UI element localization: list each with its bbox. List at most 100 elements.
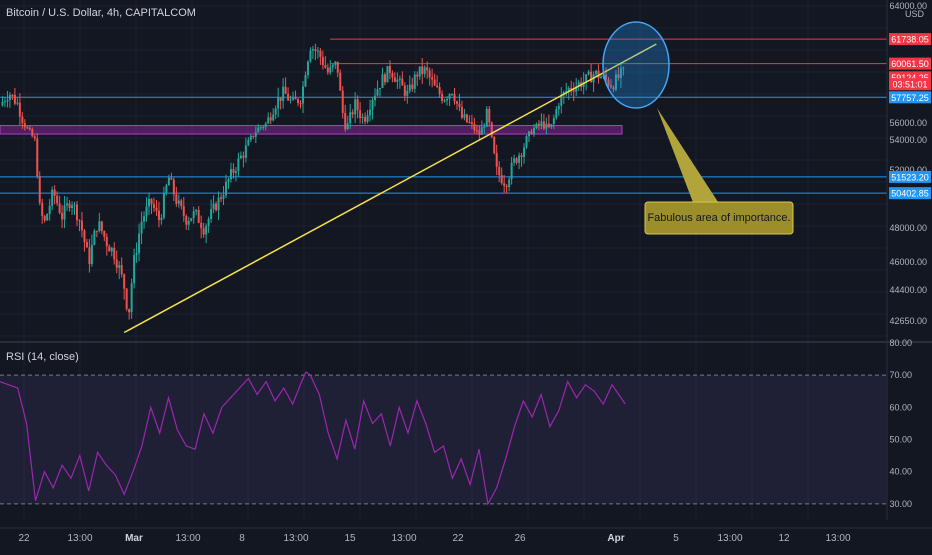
price-label-tag	[889, 170, 931, 183]
time-tick-label: 13:00	[175, 533, 200, 544]
candle-body	[446, 99, 449, 101]
candle-body	[393, 77, 396, 82]
candle-body	[515, 158, 518, 163]
price-tick-label: 54000.00	[889, 135, 927, 145]
candle-body	[33, 136, 36, 139]
candle-body	[289, 99, 292, 101]
candle-body	[523, 147, 526, 157]
candle-body	[490, 122, 493, 137]
candle-body	[83, 230, 86, 243]
candle-body	[361, 116, 364, 118]
time-tick-label: 26	[514, 533, 526, 544]
candle-body	[80, 220, 83, 231]
candle-body	[242, 155, 245, 158]
candle-body	[411, 84, 414, 89]
callout-text: Fabulous area of importance.	[647, 212, 790, 224]
candle-body	[225, 181, 228, 196]
candle-body	[311, 49, 314, 51]
price-tick-label: 48000.00	[889, 223, 927, 233]
time-tick-label: 13:00	[825, 533, 850, 544]
candle-body	[152, 204, 155, 208]
candle-body	[537, 123, 540, 126]
rsi-tick-label: 50.00	[889, 435, 912, 445]
candle-body	[105, 236, 108, 247]
candle-body	[103, 231, 106, 237]
candle-body	[336, 61, 339, 73]
candle-body	[118, 265, 121, 268]
candle-body	[413, 74, 416, 89]
candle-body	[617, 74, 620, 78]
rsi-tick-label: 70.00	[889, 370, 912, 380]
candle-body	[607, 79, 610, 86]
candle-body	[428, 70, 431, 78]
candle-body	[366, 115, 369, 122]
candle-body	[364, 116, 367, 122]
candle-body	[148, 198, 151, 207]
candle-body	[520, 155, 523, 157]
candle-body	[510, 162, 513, 180]
candle-body	[85, 242, 88, 248]
candle-body	[197, 210, 200, 223]
candle-body	[398, 78, 401, 80]
candle-body	[587, 71, 590, 75]
candle-body	[495, 153, 498, 167]
candle-body	[513, 158, 516, 163]
price-label-tag	[889, 78, 931, 91]
candle-body	[585, 74, 588, 82]
candle-body	[500, 175, 503, 184]
candle-body	[600, 76, 603, 79]
candle-body	[130, 283, 133, 313]
candle-body	[113, 247, 116, 260]
candle-body	[433, 79, 436, 86]
candle-body	[448, 94, 451, 100]
candle-body	[284, 86, 287, 94]
price-label-text: 59124.25	[891, 73, 929, 83]
candle-body	[88, 247, 91, 265]
candle-body	[354, 99, 357, 115]
candle-body	[406, 90, 409, 96]
candle-body	[540, 121, 543, 126]
rsi-line	[0, 371, 626, 506]
candle-body	[436, 85, 439, 87]
candle-body	[570, 87, 573, 91]
price-tick-label: 46000.00	[889, 257, 927, 267]
candle-body	[609, 85, 612, 88]
candle-body	[90, 244, 93, 265]
candle-body	[453, 93, 456, 102]
candle-body	[557, 105, 560, 110]
price-label-tag	[889, 187, 931, 200]
candle-body	[503, 183, 506, 186]
candle-body	[21, 116, 24, 124]
candle-body	[349, 112, 352, 124]
candle-body	[306, 61, 309, 76]
candle-body	[552, 118, 555, 125]
candle-body	[78, 220, 81, 222]
candle-body	[239, 155, 242, 159]
price-label-text: 61738.05	[891, 35, 929, 45]
candle-body	[416, 74, 419, 77]
candle-body	[287, 93, 290, 101]
candle-body	[535, 123, 538, 129]
candle-body	[418, 66, 421, 77]
candle-body	[205, 225, 208, 235]
candle-body	[451, 93, 454, 95]
candle-body	[473, 123, 476, 131]
candle-body	[175, 194, 178, 204]
price-label-text: 51523.20	[891, 172, 929, 182]
candle-body	[622, 67, 625, 69]
candle-body	[475, 130, 478, 132]
candle-body	[207, 219, 210, 226]
rsi-tick-label: 30.00	[889, 499, 912, 509]
candle-body	[220, 197, 223, 199]
candle-body	[140, 221, 143, 234]
price-tick-label: 44400.00	[889, 285, 927, 295]
candle-body	[468, 122, 471, 124]
candle-body	[470, 122, 473, 124]
candle-body	[279, 97, 282, 101]
candle-body	[431, 77, 434, 80]
candle-body	[326, 67, 329, 73]
candle-body	[272, 114, 275, 121]
